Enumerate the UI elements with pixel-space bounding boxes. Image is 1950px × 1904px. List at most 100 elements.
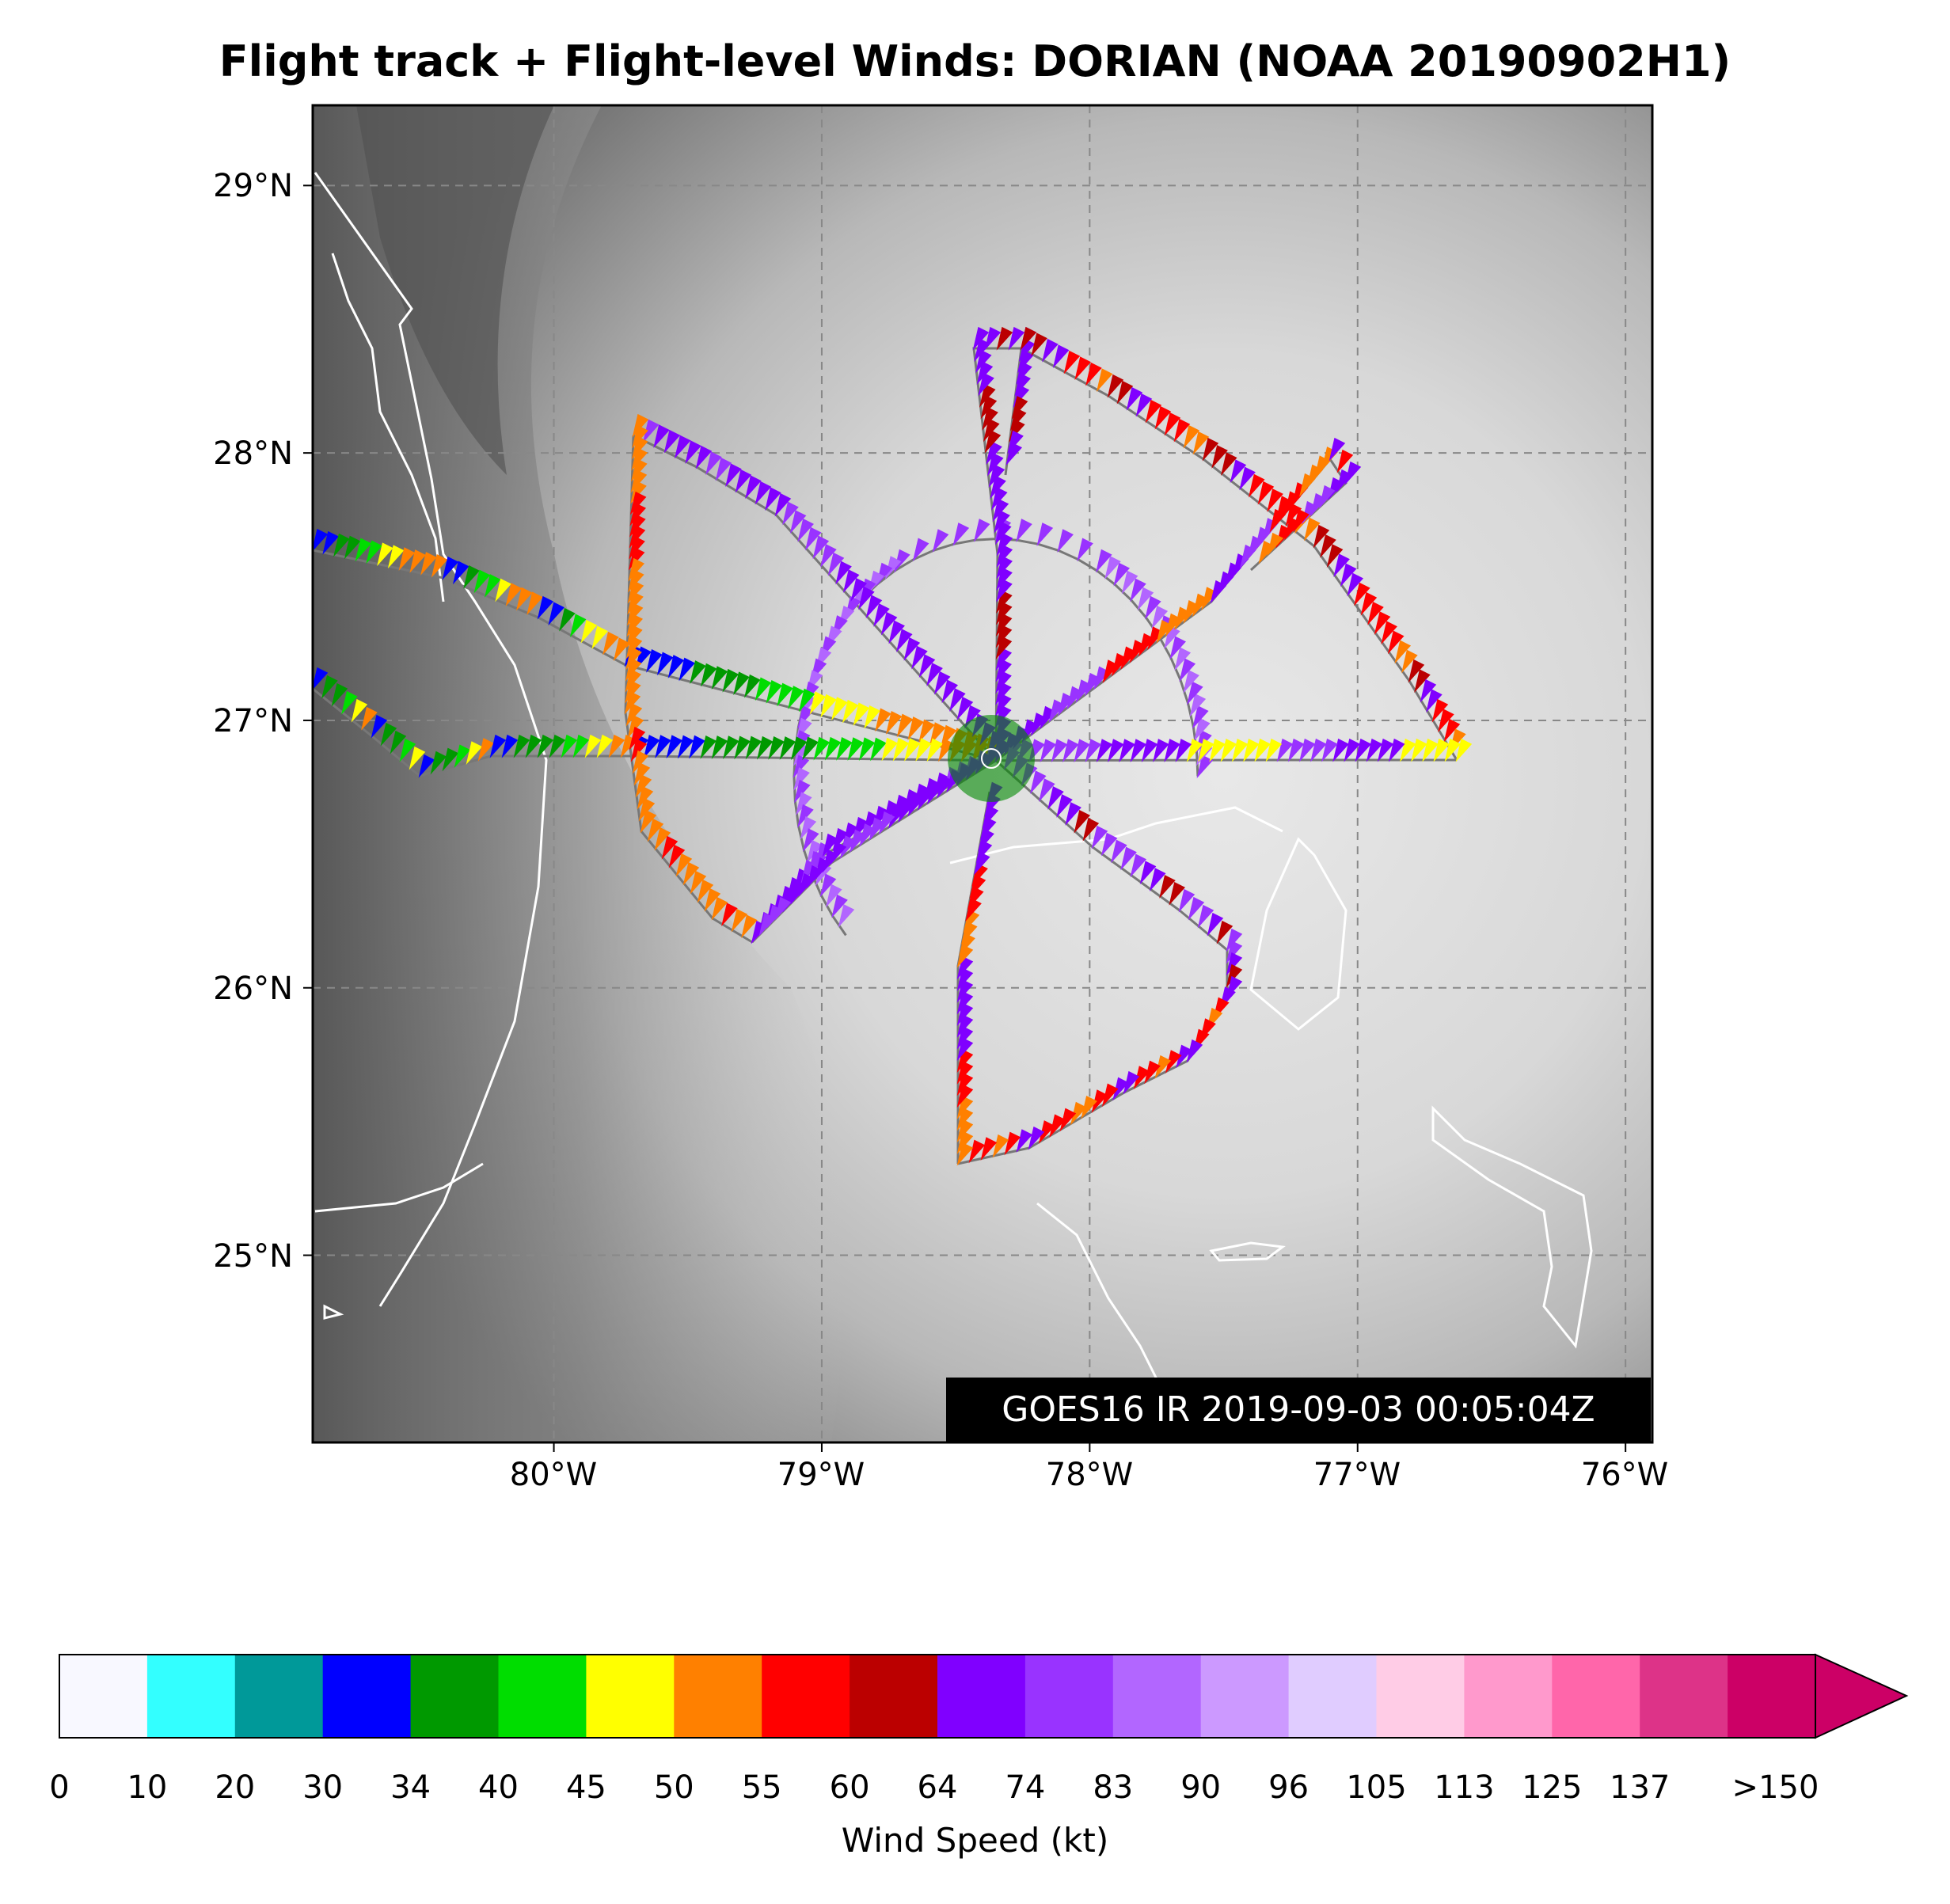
wind-barb [1074,356,1091,381]
wind-barb [1332,738,1349,762]
wind-barb [1116,380,1134,405]
wind-barb [1085,362,1102,386]
wind-barb [387,545,405,569]
wind-barb [1113,562,1131,587]
wind-barb [915,738,932,762]
wind-barb [1366,738,1383,762]
wind-barb [559,607,576,632]
wind-barb [1016,1129,1033,1153]
wind-barb [880,611,898,636]
colorbar-tick-label: 113 [1434,1769,1495,1806]
wind-barb [1183,670,1199,694]
colorbar-swatch [762,1655,850,1738]
wind-barb [1211,445,1228,469]
wind-barb [442,747,459,772]
lon-label-76w: 76°W [1580,1457,1669,1493]
wind-barb [895,629,913,653]
wind-barb [1189,693,1207,717]
colorbar-tick-label: 64 [917,1769,958,1806]
florida-inner-coast [331,253,445,602]
wind-barb [1207,912,1224,937]
wind-barb [745,475,762,500]
wind-barb [679,657,696,682]
wind-barb [721,903,738,927]
wind-barb [842,699,859,724]
wind-barb [561,734,578,758]
wind-barb [723,735,739,760]
wind-barb [926,663,943,686]
wind-barb [972,326,990,351]
wind-barb [655,735,671,759]
wind-barb [1438,709,1454,733]
wind-barb [980,1137,998,1161]
wind-barb [341,690,358,715]
wind-barb [646,648,663,673]
wind-barb [896,713,914,738]
colorbar-tick-label: 0 [49,1769,70,1806]
wind-barb [1135,393,1153,417]
wind-barb [569,614,587,638]
wind-barb [331,682,348,707]
wind-barb [1145,595,1161,620]
colorbar-tick-label: 60 [829,1769,870,1806]
wind-barb [1431,698,1449,723]
wind-barb [1355,738,1372,762]
wind-barb [661,835,679,860]
wind-barb [584,734,602,758]
wind-barb [697,879,714,903]
wind-barb [881,737,899,762]
wind-barb [1031,333,1047,357]
lat-label-29n: 29°N [213,168,293,204]
wind-barb [822,833,839,857]
wind-barb [858,737,876,762]
colorbar-tick-label: 20 [215,1769,256,1806]
wind-barb [366,540,382,564]
wind-barb [1197,904,1214,929]
wind-barb [980,395,998,420]
wind-barb [548,602,564,626]
wind-barb [700,663,717,687]
wind-barb [819,873,837,898]
wind-barb [892,737,910,762]
wind-barb [380,722,397,747]
wind-barb [1313,524,1330,549]
grand-bahama [949,806,1283,865]
lon-label-80w: 80°W [509,1457,598,1493]
colorbar-tick-label: 50 [653,1769,694,1806]
wind-barb [820,544,837,568]
wind-barb [952,523,970,546]
wind-barb [1139,861,1157,885]
wind-barb [766,680,783,704]
wind-barb [1202,437,1219,462]
wind-barb [537,734,554,758]
colorbar [59,1653,1909,1739]
wind-barb [850,578,868,602]
wind-barb [779,736,796,760]
wind-barb [1159,875,1176,899]
wind-barb [1340,563,1357,587]
wind-barb [865,595,883,619]
wind-barb [1360,591,1378,616]
wind-barb [1174,647,1192,671]
wind-barb [1401,649,1418,674]
wind-barb [640,809,657,834]
dark-cloud-band [356,105,554,475]
wind-barb [888,620,905,644]
wind-barb [988,464,1005,488]
wind-barb [926,738,944,762]
wind-barb [774,492,792,517]
wind-barb [990,487,1008,511]
wind-barb [984,429,1002,454]
wind-barb [1287,738,1305,762]
wind-barb [904,738,921,762]
wind-barb [549,734,566,758]
wind-barb [591,625,608,650]
wind-barb [1188,896,1205,921]
wind-barb [731,908,748,933]
wind-barb [1220,452,1237,476]
wind-barb [1394,640,1412,664]
florida-keys [314,1162,484,1213]
wind-barb [1121,570,1138,595]
wind-barb [798,688,815,713]
